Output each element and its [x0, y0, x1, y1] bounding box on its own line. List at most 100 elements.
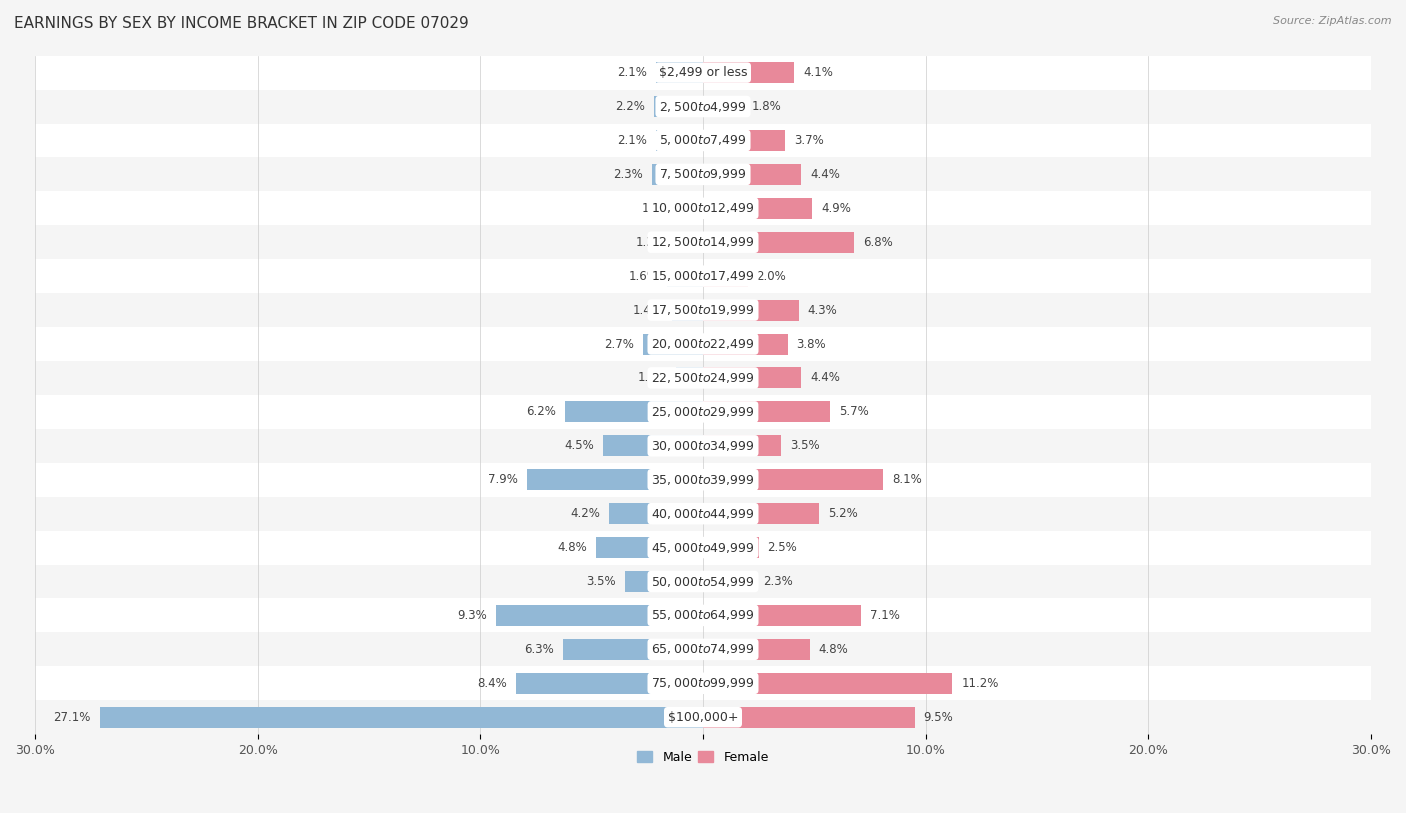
Bar — [703, 367, 801, 389]
Text: Source: ZipAtlas.com: Source: ZipAtlas.com — [1274, 16, 1392, 26]
Legend: Male, Female: Male, Female — [633, 746, 773, 768]
Bar — [654, 96, 703, 117]
Bar — [562, 639, 703, 660]
Bar — [703, 266, 748, 287]
Text: $100,000+: $100,000+ — [668, 711, 738, 724]
Bar — [703, 62, 794, 83]
Text: EARNINGS BY SEX BY INCOME BRACKET IN ZIP CODE 07029: EARNINGS BY SEX BY INCOME BRACKET IN ZIP… — [14, 16, 468, 31]
Bar — [626, 571, 703, 592]
Bar — [643, 333, 703, 354]
Bar — [703, 198, 813, 219]
Text: $2,500 to $4,999: $2,500 to $4,999 — [659, 99, 747, 114]
Text: 3.8%: 3.8% — [797, 337, 827, 350]
Text: $65,000 to $74,999: $65,000 to $74,999 — [651, 642, 755, 656]
Bar — [703, 706, 914, 728]
Bar — [668, 266, 703, 287]
Bar — [516, 673, 703, 693]
Bar — [703, 571, 754, 592]
Bar — [35, 361, 1371, 395]
Bar — [35, 598, 1371, 633]
Bar — [703, 96, 744, 117]
Text: 2.1%: 2.1% — [617, 134, 647, 147]
Bar — [703, 605, 860, 626]
Text: 1.8%: 1.8% — [752, 100, 782, 113]
Bar — [703, 402, 830, 423]
Text: 11.2%: 11.2% — [962, 676, 998, 689]
Text: 6.8%: 6.8% — [863, 236, 893, 249]
Bar — [35, 633, 1371, 667]
Text: $35,000 to $39,999: $35,000 to $39,999 — [651, 472, 755, 487]
Text: 2.3%: 2.3% — [613, 168, 643, 180]
Text: $22,500 to $24,999: $22,500 to $24,999 — [651, 371, 755, 385]
Text: $75,000 to $99,999: $75,000 to $99,999 — [651, 676, 755, 690]
Bar — [35, 497, 1371, 531]
Bar — [35, 700, 1371, 734]
Text: 8.4%: 8.4% — [477, 676, 508, 689]
Text: 3.7%: 3.7% — [794, 134, 824, 147]
Text: 1.4%: 1.4% — [633, 303, 662, 316]
Text: 6.2%: 6.2% — [526, 406, 555, 419]
Text: $30,000 to $34,999: $30,000 to $34,999 — [651, 439, 755, 453]
Bar — [703, 164, 801, 185]
Bar — [603, 435, 703, 456]
Text: 2.5%: 2.5% — [768, 541, 797, 554]
Text: 9.3%: 9.3% — [457, 609, 486, 622]
Text: 6.3%: 6.3% — [524, 643, 554, 656]
Bar — [703, 673, 952, 693]
Text: $10,000 to $12,499: $10,000 to $12,499 — [651, 202, 755, 215]
Text: $50,000 to $54,999: $50,000 to $54,999 — [651, 575, 755, 589]
Bar — [496, 605, 703, 626]
Bar — [673, 232, 703, 253]
Text: 7.1%: 7.1% — [870, 609, 900, 622]
Text: $15,000 to $17,499: $15,000 to $17,499 — [651, 269, 755, 283]
Bar — [35, 564, 1371, 598]
Bar — [703, 537, 759, 558]
Text: 3.5%: 3.5% — [586, 575, 616, 588]
Text: 2.0%: 2.0% — [756, 270, 786, 283]
Bar — [35, 259, 1371, 293]
Text: $7,500 to $9,999: $7,500 to $9,999 — [659, 167, 747, 181]
Text: 4.8%: 4.8% — [818, 643, 849, 656]
Bar — [676, 367, 703, 389]
Bar — [703, 639, 810, 660]
Text: 4.8%: 4.8% — [557, 541, 588, 554]
Bar — [657, 130, 703, 151]
Text: 4.3%: 4.3% — [807, 303, 838, 316]
Text: 2.7%: 2.7% — [605, 337, 634, 350]
Bar — [35, 667, 1371, 700]
Bar — [35, 158, 1371, 191]
Bar — [565, 402, 703, 423]
Text: 1.3%: 1.3% — [636, 236, 665, 249]
Text: $17,500 to $19,999: $17,500 to $19,999 — [651, 303, 755, 317]
Text: 4.5%: 4.5% — [564, 439, 593, 452]
Text: 8.1%: 8.1% — [893, 473, 922, 486]
Bar — [703, 469, 883, 490]
Bar — [703, 333, 787, 354]
Bar — [657, 62, 703, 83]
Bar — [596, 537, 703, 558]
Bar — [652, 164, 703, 185]
Text: 1.2%: 1.2% — [637, 372, 668, 385]
Bar — [35, 191, 1371, 225]
Text: $2,499 or less: $2,499 or less — [659, 66, 747, 79]
Text: $55,000 to $64,999: $55,000 to $64,999 — [651, 608, 755, 623]
Bar — [35, 531, 1371, 564]
Bar — [703, 130, 786, 151]
Bar — [672, 299, 703, 320]
Text: 27.1%: 27.1% — [53, 711, 90, 724]
Bar — [703, 435, 780, 456]
Bar — [35, 463, 1371, 497]
Bar — [703, 232, 855, 253]
Bar — [35, 395, 1371, 428]
Bar — [35, 428, 1371, 463]
Text: 9.5%: 9.5% — [924, 711, 953, 724]
Text: $5,000 to $7,499: $5,000 to $7,499 — [659, 133, 747, 147]
Text: 2.2%: 2.2% — [616, 100, 645, 113]
Text: 5.7%: 5.7% — [839, 406, 869, 419]
Bar — [100, 706, 703, 728]
Bar — [609, 503, 703, 524]
Bar — [35, 55, 1371, 89]
Bar — [703, 503, 818, 524]
Text: $25,000 to $29,999: $25,000 to $29,999 — [651, 405, 755, 419]
Text: 1.6%: 1.6% — [628, 270, 658, 283]
